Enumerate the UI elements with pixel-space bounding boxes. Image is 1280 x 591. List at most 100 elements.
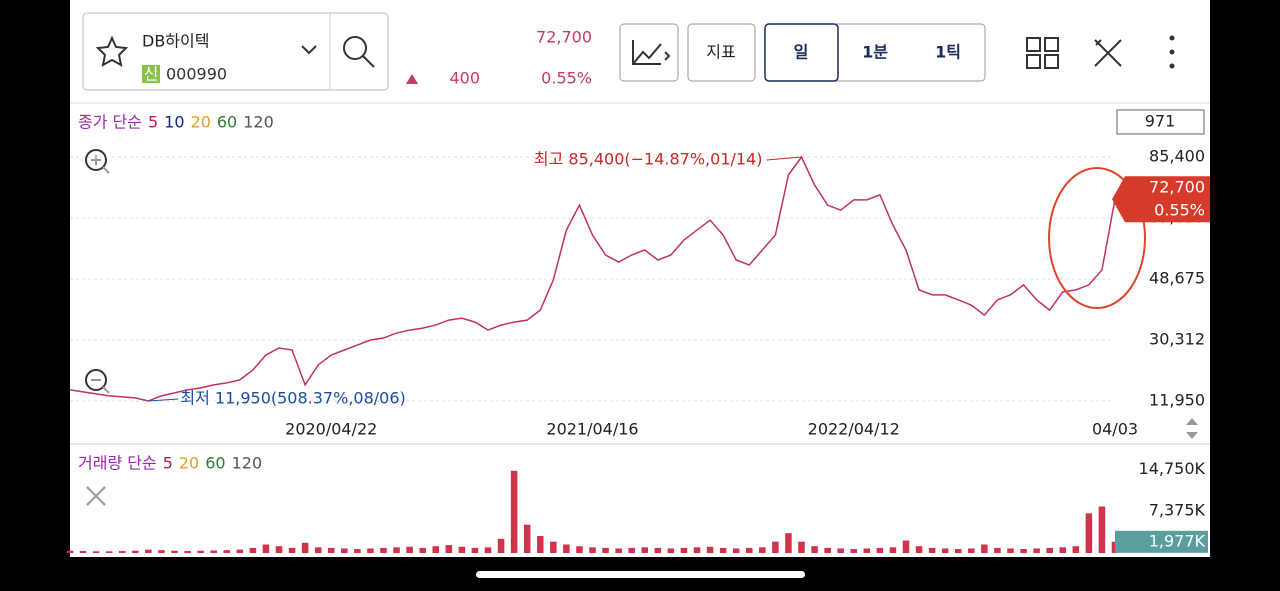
button-label: 지표 [706,43,735,62]
badge [142,65,160,83]
x-tick-label: 2020/04/22 [285,420,377,439]
volume-bar [1033,548,1040,553]
volume-bar [158,550,165,553]
volume-bar [667,548,675,553]
y-tick-label: 7,375K [1149,501,1206,520]
volume-bar [576,546,583,553]
star-icon[interactable] [95,35,129,67]
volume-bar [393,547,400,553]
volume-bar [223,550,231,553]
volume-bar [380,547,387,553]
volume-bar [210,550,217,553]
volume-bar [811,546,818,553]
volume-bar [732,548,740,553]
volume-bar [641,547,649,553]
volume-bar [445,545,453,553]
volume-bar [941,548,949,553]
y-tick-label: 48,675 [1149,269,1205,288]
legend-item: 20 [191,113,211,132]
annotation: 최저 11,950(508.37%,08/06) [180,389,405,408]
volume-bar [484,547,492,553]
volume-bar [628,547,635,553]
volume-bar [759,547,766,553]
volume-bar [536,536,544,553]
home-indicator [476,571,805,578]
y-tick-label: 30,312 [1149,330,1205,349]
period-button-selected[interactable] [764,23,839,82]
legend-item: 5 [163,454,173,473]
legend-item: 120 [232,454,263,473]
current-price: 72,700 [1149,178,1205,197]
tools-icon[interactable] [1094,39,1122,67]
volume-bar [406,546,413,553]
volume-bar [145,549,152,553]
menu-dot[interactable] [1169,63,1175,69]
legend-item: 20 [179,454,199,473]
y-tick-label: 14,750K [1139,459,1206,478]
legend-item: 종가 단순 [78,113,142,132]
volume-bar [249,547,257,553]
volume-bar [510,470,518,553]
volume-bar [889,547,897,553]
volume-bar [798,541,805,553]
volume-bar [432,546,440,553]
button-label: 일 [794,43,809,62]
volume-bar [654,547,662,553]
volume-bar [968,548,975,553]
layout-icon[interactable] [1026,37,1059,69]
volume-bar [118,551,126,553]
chevron[interactable] [301,45,317,55]
volume-bar [262,544,270,553]
volume-bar [314,547,322,553]
close-icon[interactable] [86,486,106,506]
volume-bar [458,546,466,553]
price: 72,700 [536,28,592,47]
stock-code: 000990 [166,65,227,84]
volume-bar [954,549,962,553]
volume-bar [132,550,139,553]
zoom-out[interactable] [85,369,107,391]
volume-bar [1098,506,1106,553]
button-label[interactable]: 1틱 [935,43,961,62]
volume-bar [92,551,100,553]
annotation: 최고 85,400(−14.87%,01/14) [534,150,763,169]
current-price-box [1112,176,1210,223]
volume-bar [693,547,701,553]
volume-bar [589,547,596,553]
volume-bar [1059,547,1067,553]
volume-bar [523,524,531,553]
volume-bar [197,550,204,553]
volume-bar [471,547,479,553]
button-label[interactable]: 1분 [862,43,888,62]
chart-button[interactable] [619,23,679,82]
volume-bar [772,541,779,553]
legend-item: 60 [205,454,225,473]
legend-item: 거래량 단순 [78,454,157,473]
volume-bar [706,546,714,553]
search-icon[interactable] [343,36,367,60]
volume-bar [171,550,178,553]
volume-bar [236,549,244,553]
volume-bar [928,547,936,553]
menu-dot[interactable] [1169,49,1175,55]
indicator-button[interactable] [687,23,756,82]
change-pct: 0.55% [541,69,592,88]
volume-bar [615,548,622,553]
volume-bar [275,546,283,553]
count: 971 [1145,112,1176,131]
menu-dot[interactable] [1169,35,1175,41]
volume-bar [341,548,348,553]
legend-item: 120 [243,113,274,132]
search-box[interactable] [82,12,389,91]
legend-item: 5 [148,113,158,132]
scroll-arrows[interactable] [1186,418,1198,439]
volume-bar [105,551,113,553]
volume-bar [824,547,831,553]
zoom-in[interactable] [85,149,107,171]
volume-bar [419,547,426,553]
volume-bar [367,548,374,553]
volume-bar [876,547,884,553]
x-tick-label: 2021/04/16 [546,420,638,439]
